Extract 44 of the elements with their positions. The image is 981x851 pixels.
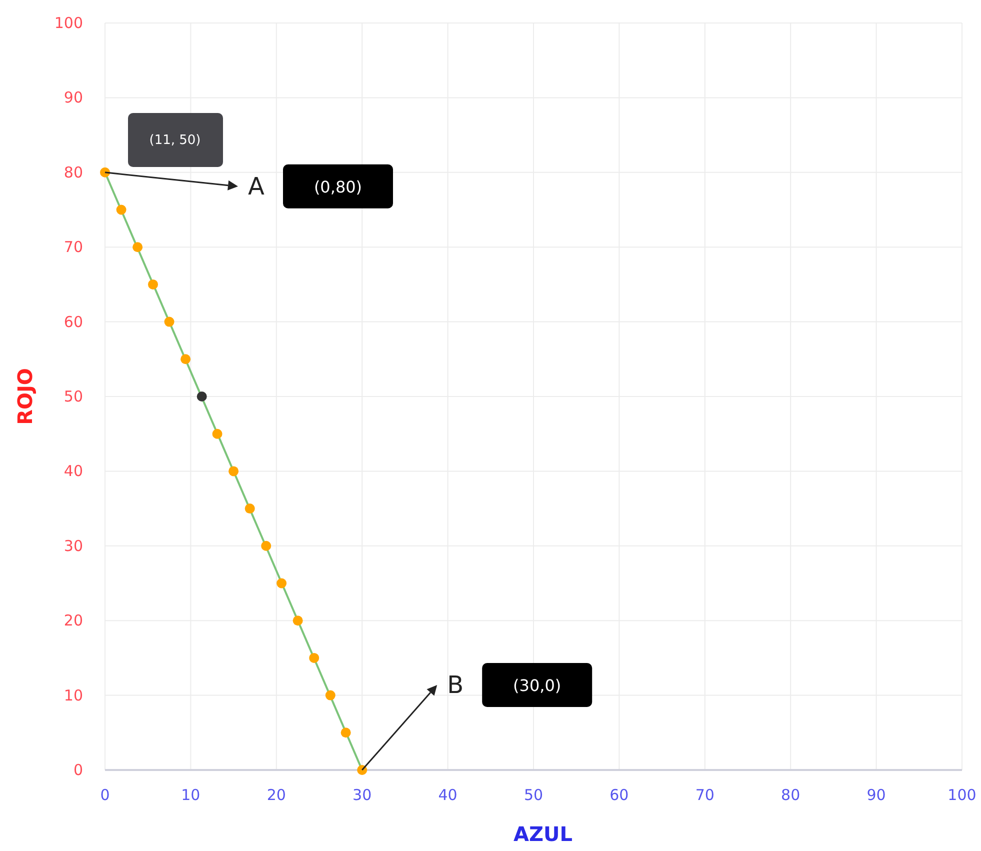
x-tick-label: 100	[948, 786, 976, 804]
annotation: B	[447, 671, 464, 699]
point	[292, 616, 303, 626]
point	[180, 354, 191, 364]
point	[228, 466, 239, 476]
point	[212, 428, 222, 439]
x-axis-title: AZUL	[514, 822, 573, 846]
annotation: (11, 50)	[149, 133, 201, 148]
x-tick-label: 60	[610, 786, 629, 804]
y-tick-label: 60	[64, 312, 83, 331]
point	[309, 652, 320, 663]
x-tick-label: 0	[100, 786, 110, 804]
annotation: A	[248, 172, 265, 200]
point	[340, 728, 351, 738]
x-tick-label: 90	[866, 786, 886, 804]
point	[261, 540, 272, 551]
x-tick-label: 80	[781, 786, 800, 804]
x-tick-label: 70	[695, 786, 714, 804]
y-tick-label: 80	[64, 163, 83, 182]
y-tick-label: 0	[73, 761, 83, 779]
point	[116, 204, 126, 215]
y-tick-label: 30	[64, 536, 83, 555]
point	[196, 392, 207, 402]
point	[148, 279, 158, 290]
y-tick-label: 90	[64, 88, 83, 107]
point	[276, 578, 287, 588]
point	[325, 690, 336, 700]
x-tick-label: 40	[438, 786, 458, 804]
y-tick-label: 100	[54, 14, 83, 32]
point	[164, 316, 174, 327]
x-tick-label: 10	[181, 786, 200, 804]
x-tick-label: 50	[524, 786, 544, 804]
y-tick-label: 40	[64, 462, 83, 480]
x-tick-label: 30	[352, 786, 372, 804]
annotation: (30,0)	[513, 676, 562, 695]
y-tick-label: 50	[64, 388, 83, 406]
y-tick-label: 10	[64, 686, 83, 704]
y-axis-title: ROJO	[13, 368, 37, 425]
x-tick-label: 20	[266, 786, 286, 804]
y-tick-label: 70	[64, 238, 83, 256]
point	[132, 242, 143, 252]
annotation: (0,80)	[314, 177, 362, 196]
point	[244, 504, 255, 514]
y-tick-label: 20	[64, 612, 83, 630]
